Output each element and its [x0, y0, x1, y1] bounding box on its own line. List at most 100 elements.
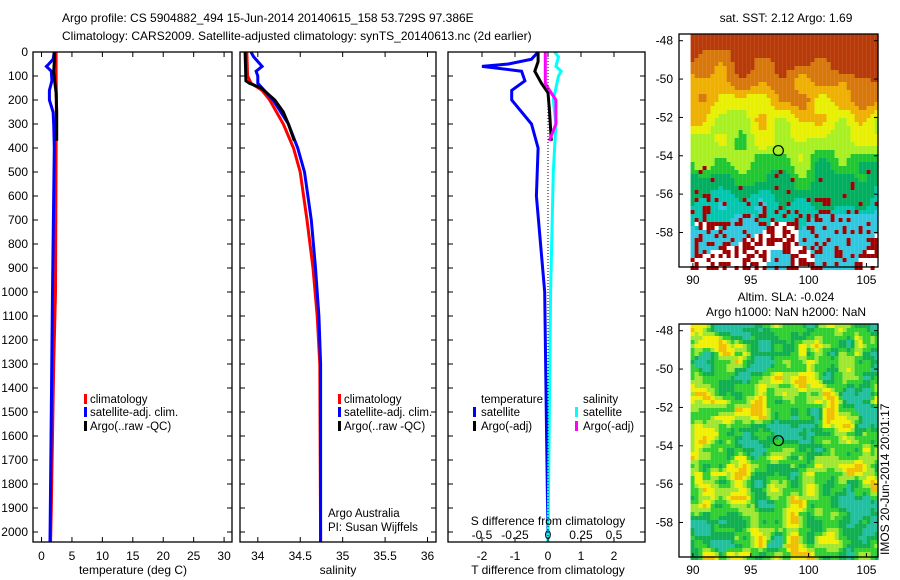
map-cell [726, 146, 731, 150]
map-cell [818, 384, 823, 388]
map-cell [738, 408, 743, 412]
map-cell [734, 62, 739, 66]
map-cell [758, 404, 763, 408]
map-cell [814, 122, 819, 126]
map-cell [866, 134, 871, 138]
map-cell [818, 428, 823, 432]
map-cell [746, 166, 751, 170]
map-cell [694, 210, 699, 214]
map-cell [850, 472, 855, 476]
map-cell [814, 332, 819, 336]
map-cell [770, 210, 775, 214]
map-cell [846, 102, 851, 106]
map-cell [734, 122, 739, 126]
map-cell [782, 420, 787, 424]
map-cell [778, 332, 783, 336]
map-cell [722, 428, 727, 432]
map-cell [866, 360, 871, 364]
map-cell [846, 508, 851, 512]
map-cell [858, 226, 863, 230]
map-cell [770, 66, 775, 70]
map-cell [734, 170, 739, 174]
map-cell [830, 332, 835, 336]
map-cell [794, 142, 799, 146]
map-cell [858, 332, 863, 336]
map-cell [778, 516, 783, 520]
map-cell [866, 512, 871, 516]
map-cell [770, 520, 775, 524]
map-cell [846, 444, 851, 448]
map-cell [858, 250, 863, 254]
map-cell [698, 58, 703, 62]
map-cell [742, 452, 747, 456]
map-cell [782, 130, 787, 134]
map-cell [862, 488, 867, 492]
map-cell [838, 516, 843, 520]
map-cell [858, 154, 863, 158]
map-cell [726, 408, 731, 412]
map-cell [770, 376, 775, 380]
map-cell [834, 142, 839, 146]
map-cell [834, 436, 839, 440]
map-cell [778, 432, 783, 436]
map-cell [770, 78, 775, 82]
map-cell [734, 254, 739, 258]
map-cell [786, 384, 791, 388]
map-cell [846, 452, 851, 456]
map-cell [834, 388, 839, 392]
map-cell [810, 86, 815, 90]
map-cell [730, 226, 735, 230]
map-cell [762, 388, 767, 392]
map-cell [858, 242, 863, 246]
map-cell [726, 476, 731, 480]
map-cell [722, 206, 727, 210]
map-cell [746, 242, 751, 246]
map-cell [762, 78, 767, 82]
map-cell [782, 226, 787, 230]
map-cell [766, 372, 771, 376]
map-cell [762, 404, 767, 408]
map-cell [838, 484, 843, 488]
map-cell [750, 90, 755, 94]
map-cell [858, 174, 863, 178]
map-cell [758, 186, 763, 190]
map-cell [834, 404, 839, 408]
map-cell [818, 182, 823, 186]
map-cell [782, 66, 787, 70]
map-cell [838, 476, 843, 480]
map-cell [726, 206, 731, 210]
map-cell [770, 214, 775, 218]
map-cell [742, 38, 747, 42]
map-cell [842, 98, 847, 102]
map-cell [790, 106, 795, 110]
map-cell [850, 424, 855, 428]
map-cell [790, 472, 795, 476]
map-cell [814, 250, 819, 254]
map-cell [874, 400, 879, 404]
map-cell [838, 428, 843, 432]
map-cell [714, 376, 719, 380]
map-cell [858, 218, 863, 222]
map-cell [766, 50, 771, 54]
map-cell [770, 158, 775, 162]
map-cell [790, 460, 795, 464]
map-cell [726, 242, 731, 246]
map-cell [778, 520, 783, 524]
map-cell [790, 142, 795, 146]
map-cell [814, 234, 819, 238]
map-cell [810, 218, 815, 222]
map-cell [810, 66, 815, 70]
map-cell [730, 444, 735, 448]
map-cell [858, 178, 863, 182]
map-cell [710, 218, 715, 222]
map-cell [854, 380, 859, 384]
map-cell [754, 170, 759, 174]
map-cell [698, 246, 703, 250]
map-cell [782, 384, 787, 388]
map-cell [846, 238, 851, 242]
map-cell [770, 98, 775, 102]
map-cell [738, 138, 743, 142]
map-cell [710, 114, 715, 118]
map-cell [822, 34, 827, 38]
map-cell [746, 520, 751, 524]
